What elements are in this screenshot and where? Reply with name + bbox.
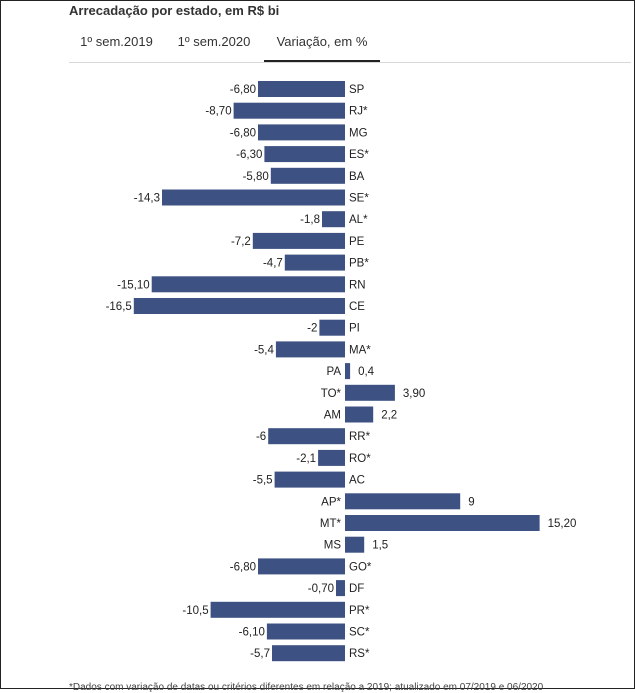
category-label-mg: MG — [349, 127, 368, 139]
bar-sc — [266, 623, 345, 640]
tab-first-semester-2020[interactable]: 1º sem.2020 — [177, 34, 251, 49]
bar-ba — [270, 167, 345, 184]
value-label-al: -1,8 — [300, 214, 320, 226]
bar-ac — [274, 471, 345, 488]
category-label-ce: CE — [349, 301, 365, 313]
value-label-pi: -2 — [307, 323, 317, 335]
horizontal-bar-chart: SP -6,80 RJ* -8,70 MG -6,80 ES* -6,30 BA -5,80 SE*… — [106, 81, 577, 662]
bar-pe — [252, 232, 345, 249]
value-label-go: -6,80 — [230, 561, 256, 573]
bar-ma — [275, 341, 345, 358]
category-label-rr: RR* — [349, 431, 371, 443]
value-label-am: 2,2 — [381, 410, 397, 422]
tab-variation-percent[interactable]: Variação, em % — [264, 28, 380, 62]
footnote: *Dados com variação de datas ou critério… — [69, 682, 544, 693]
category-label-ac: AC — [349, 475, 365, 487]
category-label-am: AM — [324, 410, 341, 422]
bar-es — [264, 146, 345, 163]
bar-ap — [345, 493, 461, 510]
category-label-es: ES* — [349, 149, 369, 161]
value-label-mt: 15,20 — [548, 518, 577, 530]
bar-mg — [258, 124, 345, 141]
bar-rj — [233, 102, 345, 119]
value-label-pb: -4,7 — [263, 258, 283, 270]
bar-al — [322, 211, 345, 228]
category-label-pi: PI — [349, 323, 360, 335]
bar-pr — [210, 601, 345, 618]
value-label-ma: -5,4 — [254, 344, 274, 356]
category-label-se: SE* — [349, 193, 369, 205]
tab-first-semester-2019[interactable]: 1º sem.2019 — [80, 34, 153, 49]
bar-rn — [151, 276, 345, 293]
value-label-ce: -16,5 — [106, 301, 132, 313]
bar-se — [162, 189, 345, 206]
category-label-go: GO* — [349, 561, 372, 573]
bar-rs — [272, 645, 345, 662]
bar-sp — [258, 81, 345, 97]
category-label-df: DF — [349, 583, 364, 595]
category-label-pb: PB* — [349, 258, 369, 270]
value-label-ms: 1,5 — [372, 540, 388, 552]
category-label-pa: PA — [327, 366, 342, 378]
category-label-rj: RJ* — [349, 106, 368, 118]
bar-rr — [268, 428, 345, 445]
category-label-mt: MT* — [320, 518, 342, 530]
value-label-pr: -10,5 — [182, 605, 208, 617]
bar-mt — [345, 515, 540, 531]
value-label-mg: -6,80 — [230, 127, 256, 139]
bar-ce — [133, 298, 345, 314]
bar-pa — [345, 363, 351, 380]
category-label-pe: PE — [349, 236, 365, 248]
value-label-pa: 0,4 — [358, 366, 375, 378]
value-label-se: -14,3 — [134, 193, 160, 205]
category-label-sp: SP — [349, 84, 365, 96]
value-label-sp: -6,80 — [230, 84, 256, 96]
bar-pb — [284, 254, 345, 271]
tab-bar: 1º sem.2019 1º sem.2020 Variação, em % — [69, 28, 631, 64]
value-label-rs: -5,7 — [250, 648, 270, 660]
value-label-ro: -2,1 — [296, 453, 316, 465]
category-label-to: TO* — [321, 388, 342, 400]
value-label-df: -0,70 — [308, 583, 334, 595]
category-label-ma: MA* — [349, 344, 371, 356]
category-label-rn: RN — [349, 279, 366, 291]
value-label-to: 3,90 — [403, 388, 425, 400]
category-label-ba: BA — [349, 171, 365, 183]
bar-go — [258, 558, 345, 575]
value-label-pe: -7,2 — [231, 236, 251, 248]
bar-to — [345, 384, 395, 401]
category-label-al: AL* — [349, 214, 368, 226]
tab-divider — [69, 62, 631, 63]
value-label-rj: -8,70 — [205, 106, 231, 118]
bar-pi — [319, 319, 345, 336]
category-label-rs: RS* — [349, 648, 370, 660]
bar-df — [336, 580, 345, 597]
value-label-rn: -15,10 — [117, 279, 150, 291]
value-label-ba: -5,80 — [243, 171, 269, 183]
category-label-ro: RO* — [349, 453, 371, 465]
bar-ms — [345, 536, 365, 553]
value-label-es: -6,30 — [236, 149, 262, 161]
bar-ro — [318, 449, 345, 466]
value-label-ap: 9 — [468, 496, 474, 508]
value-label-sc: -6,10 — [239, 627, 265, 639]
value-label-ac: -5,5 — [253, 475, 273, 487]
bar-am — [345, 406, 374, 423]
category-label-ms: MS — [324, 540, 342, 552]
chart-title: Arrecadação por estado, em R$ bi — [69, 3, 280, 18]
value-label-rr: -6 — [256, 431, 266, 443]
category-label-ap: AP* — [321, 496, 341, 508]
category-label-pr: PR* — [349, 605, 370, 617]
category-label-sc: SC* — [349, 627, 370, 639]
